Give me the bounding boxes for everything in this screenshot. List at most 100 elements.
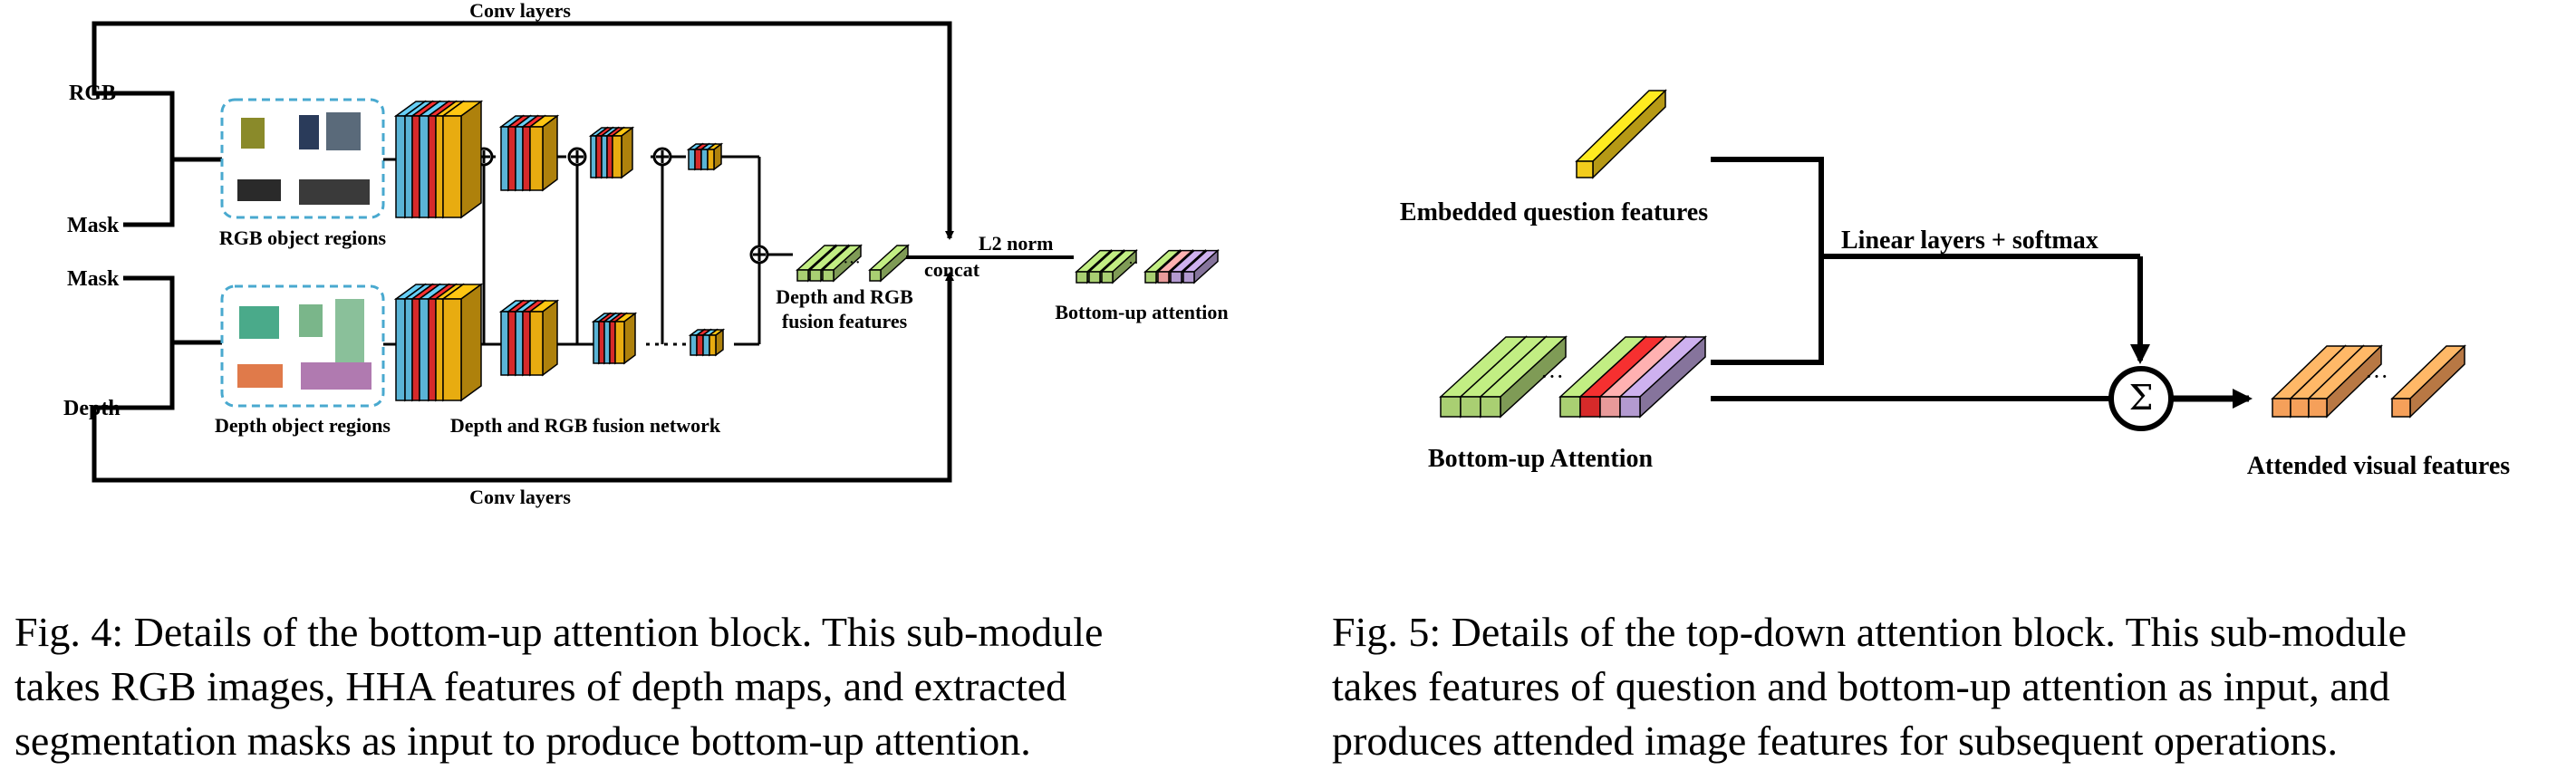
conv-stack-rgb-1-front	[411, 115, 420, 218]
rgb-region-thumbnail	[241, 118, 265, 149]
bottomup-green-bar-front	[1480, 396, 1501, 418]
ellipsis-icon: ···	[1540, 363, 1564, 390]
fusion-feature-tube-front	[809, 269, 822, 282]
mask-input-label-top: Mask	[67, 214, 120, 237]
fusion-features-label-line2: fusion features	[782, 310, 908, 332]
conv-stack-rgb-2-side	[542, 114, 558, 192]
fig4-caption: Fig. 4: Details of the bottom-up attenti…	[14, 605, 1240, 768]
rgb-region-thumbnail	[237, 179, 281, 201]
conv-stack-rgb-3-front	[595, 135, 603, 178]
conv-stack-rgb-3-front	[612, 135, 622, 178]
conv-stack-rgb-4-front	[694, 149, 702, 170]
bottomup-colored-bar-front	[1559, 396, 1581, 418]
conv-stack-depth-1-front	[395, 298, 406, 401]
conv-stack-rgb-2-front	[522, 126, 531, 191]
add-node-icon	[567, 147, 587, 167]
linear-softmax-label: Linear layers + softmax	[1841, 226, 2098, 255]
attention-green-tube-front	[1101, 271, 1114, 284]
conv-layers-bottom-label: Conv layers	[469, 486, 571, 508]
fig5-connections	[1711, 157, 2253, 409]
attended-feature-bar-front	[2272, 398, 2291, 418]
conv-stack-depth-3-front	[603, 321, 611, 364]
add-node-icon	[749, 245, 769, 265]
conv-stack-depth-3-front	[593, 321, 600, 364]
conv-stack-rgb-1-front	[428, 115, 437, 218]
conv-stack-depth-2-side	[542, 299, 558, 377]
conv-stack-depth-2-front	[500, 311, 509, 376]
rgb-mask-input-bracket: RGB Mask	[67, 82, 222, 237]
fig4-caption-line: segmentation masks as input to produce b…	[14, 717, 1031, 764]
ellipsis-icon: ··	[1128, 254, 1139, 272]
rgb-region-thumbnail	[299, 179, 370, 205]
depth-region-thumbnail	[301, 362, 371, 390]
conv-stack-depth-2-front	[507, 311, 516, 376]
depth-region-thumbnail	[237, 364, 283, 388]
l2norm-label: L2 norm	[979, 232, 1054, 255]
add-node-icon	[652, 147, 672, 167]
bottomup-colored-bar-front	[1579, 396, 1601, 418]
conv-layer-stacks	[393, 100, 726, 402]
conv-stack-rgb-2-front	[500, 126, 509, 191]
conv-stack-depth-4-front	[690, 334, 698, 356]
attended-feature-bar-front	[2391, 398, 2411, 418]
conv-stack-rgb-4-side	[713, 142, 722, 171]
question-feature-block	[1575, 89, 1667, 179]
conv-stack-depth-4-side	[715, 328, 724, 357]
fusion-features-blocks: ···	[796, 244, 910, 283]
fig5-top-down-attention-diagram: Embedded question features ··· Bottom-up…	[1400, 89, 2510, 480]
depth-region-thumbnail	[335, 299, 364, 362]
conv-stack-depth-1-front	[428, 298, 437, 401]
conv-stack-rgb-3-front	[601, 135, 608, 178]
conv-stack-depth-3-side	[623, 312, 636, 365]
conv-stack-rgb-2-front	[507, 126, 516, 191]
attention-green-tube-front	[1088, 271, 1101, 284]
conv-layers-top-label: Conv layers	[469, 0, 571, 22]
fig4-caption-line: takes RGB images, HHA features of depth …	[14, 663, 1067, 709]
conv-stack-rgb-3-front	[606, 135, 613, 178]
conv-stack-rgb-1-side	[460, 100, 482, 219]
sigma-icon: Σ	[2129, 378, 2154, 418]
fusion-feature-tube-front	[822, 269, 835, 282]
mask-depth-input-bracket: Mask Depth	[63, 267, 222, 420]
conv-stack-depth-1-front	[435, 298, 444, 401]
fusion-feature-tube-front	[796, 269, 809, 282]
conv-stack-rgb-2-front	[515, 126, 524, 191]
ellipsis-icon: ···	[843, 253, 861, 273]
attention-tube-front	[1157, 271, 1170, 284]
conv-stack-rgb-3-side	[621, 126, 633, 179]
bottom-up-attention-input-blocks: ···	[1439, 335, 1707, 419]
bottomup-colored-bar-front	[1599, 396, 1621, 418]
attended-feature-bar-front	[2290, 398, 2310, 418]
bottom-up-attention-input-label: Bottom-up Attention	[1428, 445, 1654, 473]
conv-stack-depth-2-front	[515, 311, 524, 376]
depth-object-regions-label: Depth object regions	[215, 414, 391, 437]
mask-input-label-bottom: Mask	[67, 267, 120, 291]
conv-stack-depth-3-front	[598, 321, 605, 364]
conv-stack-rgb-1-front	[395, 115, 406, 218]
sum-node: Σ	[2108, 366, 2174, 431]
fig5-caption-line: produces attended image features for sub…	[1332, 717, 2338, 764]
attention-tube-front	[1182, 271, 1195, 284]
fig5-caption: Fig. 5: Details of the top-down attentio…	[1332, 605, 2552, 768]
concat-label: concat	[924, 258, 980, 281]
ellipsis-icon: ···	[2365, 363, 2388, 390]
fig5-caption-line: takes features of question and bottom-up…	[1332, 663, 2390, 709]
bottomup-colored-bar-front	[1619, 396, 1641, 418]
conv-stack-depth-4-front	[702, 334, 710, 356]
attention-tube-front	[1170, 271, 1182, 284]
fig4-bottom-up-attention-diagram: Conv layers Conv layers RGB Mask Mask De…	[63, 0, 1229, 508]
conv-stack-rgb-3-front	[590, 135, 597, 178]
conv-stack-depth-1-front	[419, 298, 429, 401]
bottomup-green-bar-front	[1460, 396, 1481, 418]
conv-stack-rgb-4-front	[707, 149, 715, 170]
depth-region-thumbnail	[299, 304, 323, 337]
conv-stack-depth-3-front	[614, 321, 625, 364]
conv-stack-depth-1-side	[460, 283, 482, 402]
conv-stack-rgb-1-front	[404, 115, 413, 218]
conv-stack-rgb-4-front	[688, 149, 696, 170]
bottomup-green-bar-front	[1440, 396, 1462, 418]
depth-region-thumbnail	[239, 306, 279, 339]
conv-stack-depth-1-front	[442, 298, 462, 401]
conv-stack-rgb-2-front	[529, 126, 544, 191]
